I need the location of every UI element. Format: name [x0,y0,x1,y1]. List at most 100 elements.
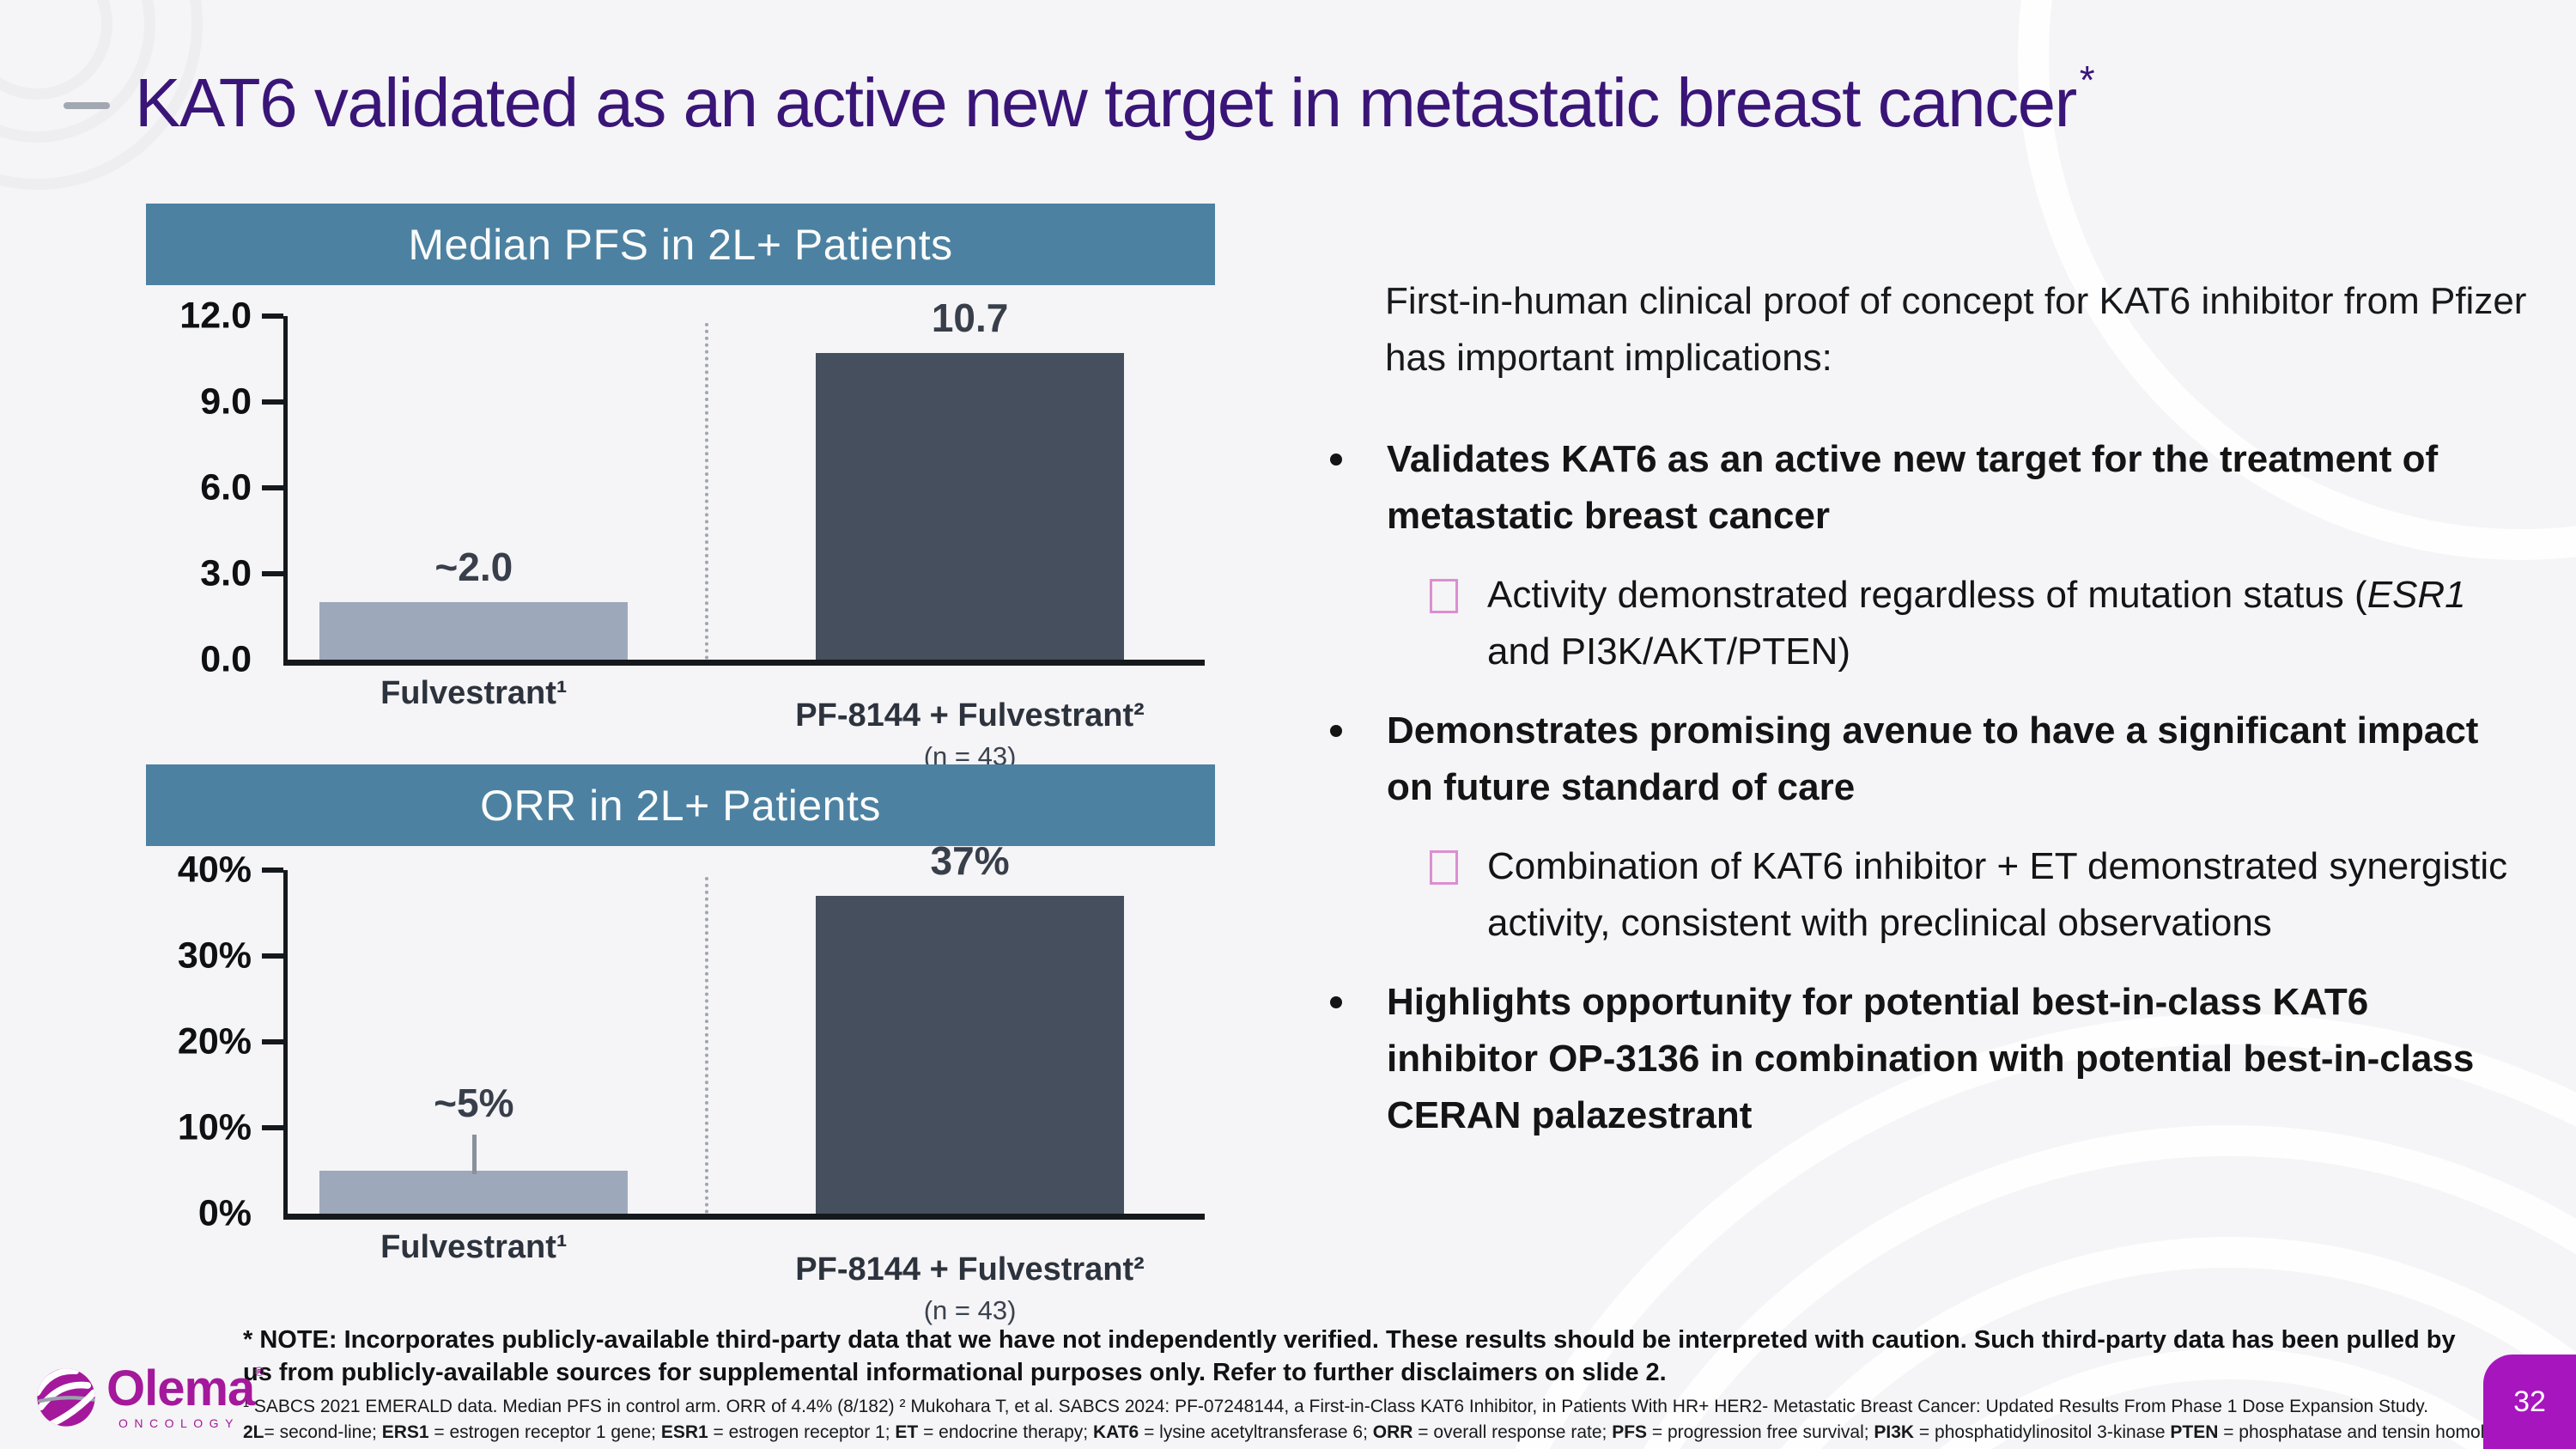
text-segment: PI3K [1874,1422,1915,1442]
bar-value-label: 37% [930,838,1010,883]
text-segment: = second-line; [264,1422,382,1442]
text-segment: Demonstrates promising avenue to have a … [1387,709,2479,808]
checkbox-outline-icon [1430,579,1458,613]
y-tick-label: 30% [177,935,252,977]
olema-wordmark: Olema® ONCOLOGY [106,1361,264,1430]
registered-mark-icon: ® [254,1365,264,1379]
text-segment: Combination of KAT6 inhibitor + ET demon… [1487,845,2508,944]
bar [816,353,1124,660]
title-dash [64,102,110,109]
bar-value-label: ~5% [434,1081,514,1125]
bullet-dot-icon [1330,725,1342,737]
bar-category-label: PF-8144 + Fulvestrant² (n = 43) [777,697,1163,772]
text-segment: = estrogen receptor 1 gene; [428,1422,661,1442]
category-text: PF-8144 + Fulvestrant² [795,1251,1145,1288]
category-text: Fulvestrant¹ [380,1229,568,1265]
intro-paragraph: First-in-human clinical proof of concept… [1385,280,2527,379]
reference-line: ¹ SABCS 2021 EMERALD data. Median PFS in… [243,1397,2429,1416]
logo-subtitle: ONCOLOGY [118,1416,240,1430]
logo-name: Olema [106,1361,255,1416]
y-tick-label: 40% [177,849,252,891]
bar-value-label: 10.7 [931,295,1009,341]
text-segment: Validates KAT6 as an active new target f… [1387,438,2439,537]
bar [319,1171,629,1214]
sub-bullet-text: Activity demonstrated regardless of muta… [1487,567,2529,680]
text-segment: ET [895,1422,919,1442]
bar-category-label: Fulvestrant¹ [282,675,667,712]
bar [319,602,629,660]
y-axis-tick [262,314,283,319]
divider-line [704,877,708,1214]
y-axis-tick [262,399,283,405]
text-segment: and PI3K/AKT/PTEN) [1487,630,1851,673]
y-axis-tick [262,1039,283,1044]
disclaimer-note: * NOTE: Incorporates publicly-available … [243,1326,2456,1386]
bullet-dot-icon [1330,454,1342,466]
sample-size-label: (n = 43) [923,1295,1017,1325]
category-text: PF-8144 + Fulvestrant² [795,697,1145,734]
orr-chart-title: ORR in 2L+ Patients [146,764,1215,846]
olema-logo-icon [37,1368,95,1427]
sub-bullet-text: Combination of KAT6 inhibitor + ET demon… [1487,838,2529,952]
bullet-item: Highlights opportunity for potential bes… [1327,974,2529,1144]
y-tick-label: 0.0 [200,638,252,680]
text-segment: = progression free survival; [1647,1422,1874,1442]
bullet-item: Demonstrates promising avenue to have a … [1327,703,2529,816]
category-text: Fulvestrant¹ [380,675,568,711]
text-segment: 2L [243,1422,264,1442]
olema-logo: Olema® ONCOLOGY [36,1364,264,1429]
y-tick-label: 6.0 [200,466,252,508]
corner-rings-decoration [0,0,112,100]
text-segment: Activity demonstrated regardless of muta… [1487,574,2367,616]
orr-chart-panel: ORR in 2L+ Patients 40% 30% 20% 10% 0% ~5% Ful… [146,764,1215,1325]
bar [816,896,1124,1214]
text-segment: ESR1 [660,1422,708,1442]
text-segment: = phosphatase and tensin homolog [2218,1422,2505,1442]
text-segment: = lysine acetyltransferase 6; [1139,1422,1373,1442]
checkbox-outline-icon [1430,850,1458,885]
text-segment: Highlights opportunity for potential bes… [1387,981,2475,1136]
bullet-text: Demonstrates promising avenue to have a … [1387,703,2529,816]
y-axis-tick [262,868,283,873]
bullet-text: Validates KAT6 as an active new target f… [1387,431,2529,545]
y-axis-tick [262,1125,283,1130]
bullet-dot-icon [1330,996,1342,1008]
y-axis-tick [262,953,283,959]
text-segment: PFS [1612,1422,1648,1442]
bullet-item: Validates KAT6 as an active new target f… [1327,431,2529,545]
bar-category-label: PF-8144 + Fulvestrant² (n = 43) [777,1251,1163,1326]
pfs-chart-panel: Median PFS in 2L+ Patients 12.0 9.0 6.0 3.0… [146,204,1215,771]
y-tick-label: 10% [177,1106,252,1148]
pfs-chart-title: Median PFS in 2L+ Patients [146,204,1215,285]
pfs-chart-plot: 12.0 9.0 6.0 3.0 0.0 ~2.0 Fulvestrant¹ 10.7 PF-8… [179,295,1205,771]
y-tick-label: 3.0 [200,552,252,594]
text-segment: PTEN [2170,1422,2219,1442]
y-axis-tick [262,485,283,490]
title-asterisk: * [2079,58,2095,102]
bar-category-label: Fulvestrant¹ [282,1229,667,1266]
text-segment: KAT6 [1092,1422,1139,1442]
text-segment: = estrogen receptor 1; [708,1422,896,1442]
sub-bullet-item: Activity demonstrated regardless of muta… [1430,567,2529,680]
orr-chart-plot: 40% 30% 20% 10% 0% ~5% Fulvestrant¹ 37% PF-8144 … [178,838,1205,1325]
text-segment: = overall response rate; [1413,1422,1613,1442]
bullet-text: Highlights opportunity for potential bes… [1387,974,2529,1144]
bar-whisker [471,1135,477,1174]
footer: * NOTE: Incorporates publicly-available … [243,1324,2505,1444]
y-tick-label: 20% [177,1020,252,1062]
text-segment: = endocrine therapy; [918,1422,1093,1442]
page-number-badge: 32 [2483,1355,2576,1449]
text-segment: ERS1 [381,1422,429,1442]
divider-line [704,323,708,660]
text-segment: ORR [1372,1422,1413,1442]
abbreviations-line: 2L= second-line; ERS1 = estrogen recepto… [243,1421,2505,1444]
key-points-panel: First-in-human clinical proof of concept… [1327,273,2529,1166]
text-segment: = phosphatidylinositol 3-kinase [1914,1422,2171,1442]
bar-value-label: ~2.0 [434,545,513,590]
y-tick-label: 12.0 [179,295,252,337]
y-tick-label: 9.0 [200,381,252,423]
y-tick-label: 0% [197,1192,252,1234]
page-title: KAT6 validated as an active new target i… [135,57,2095,143]
sub-bullet-item: Combination of KAT6 inhibitor + ET demon… [1430,838,2529,952]
